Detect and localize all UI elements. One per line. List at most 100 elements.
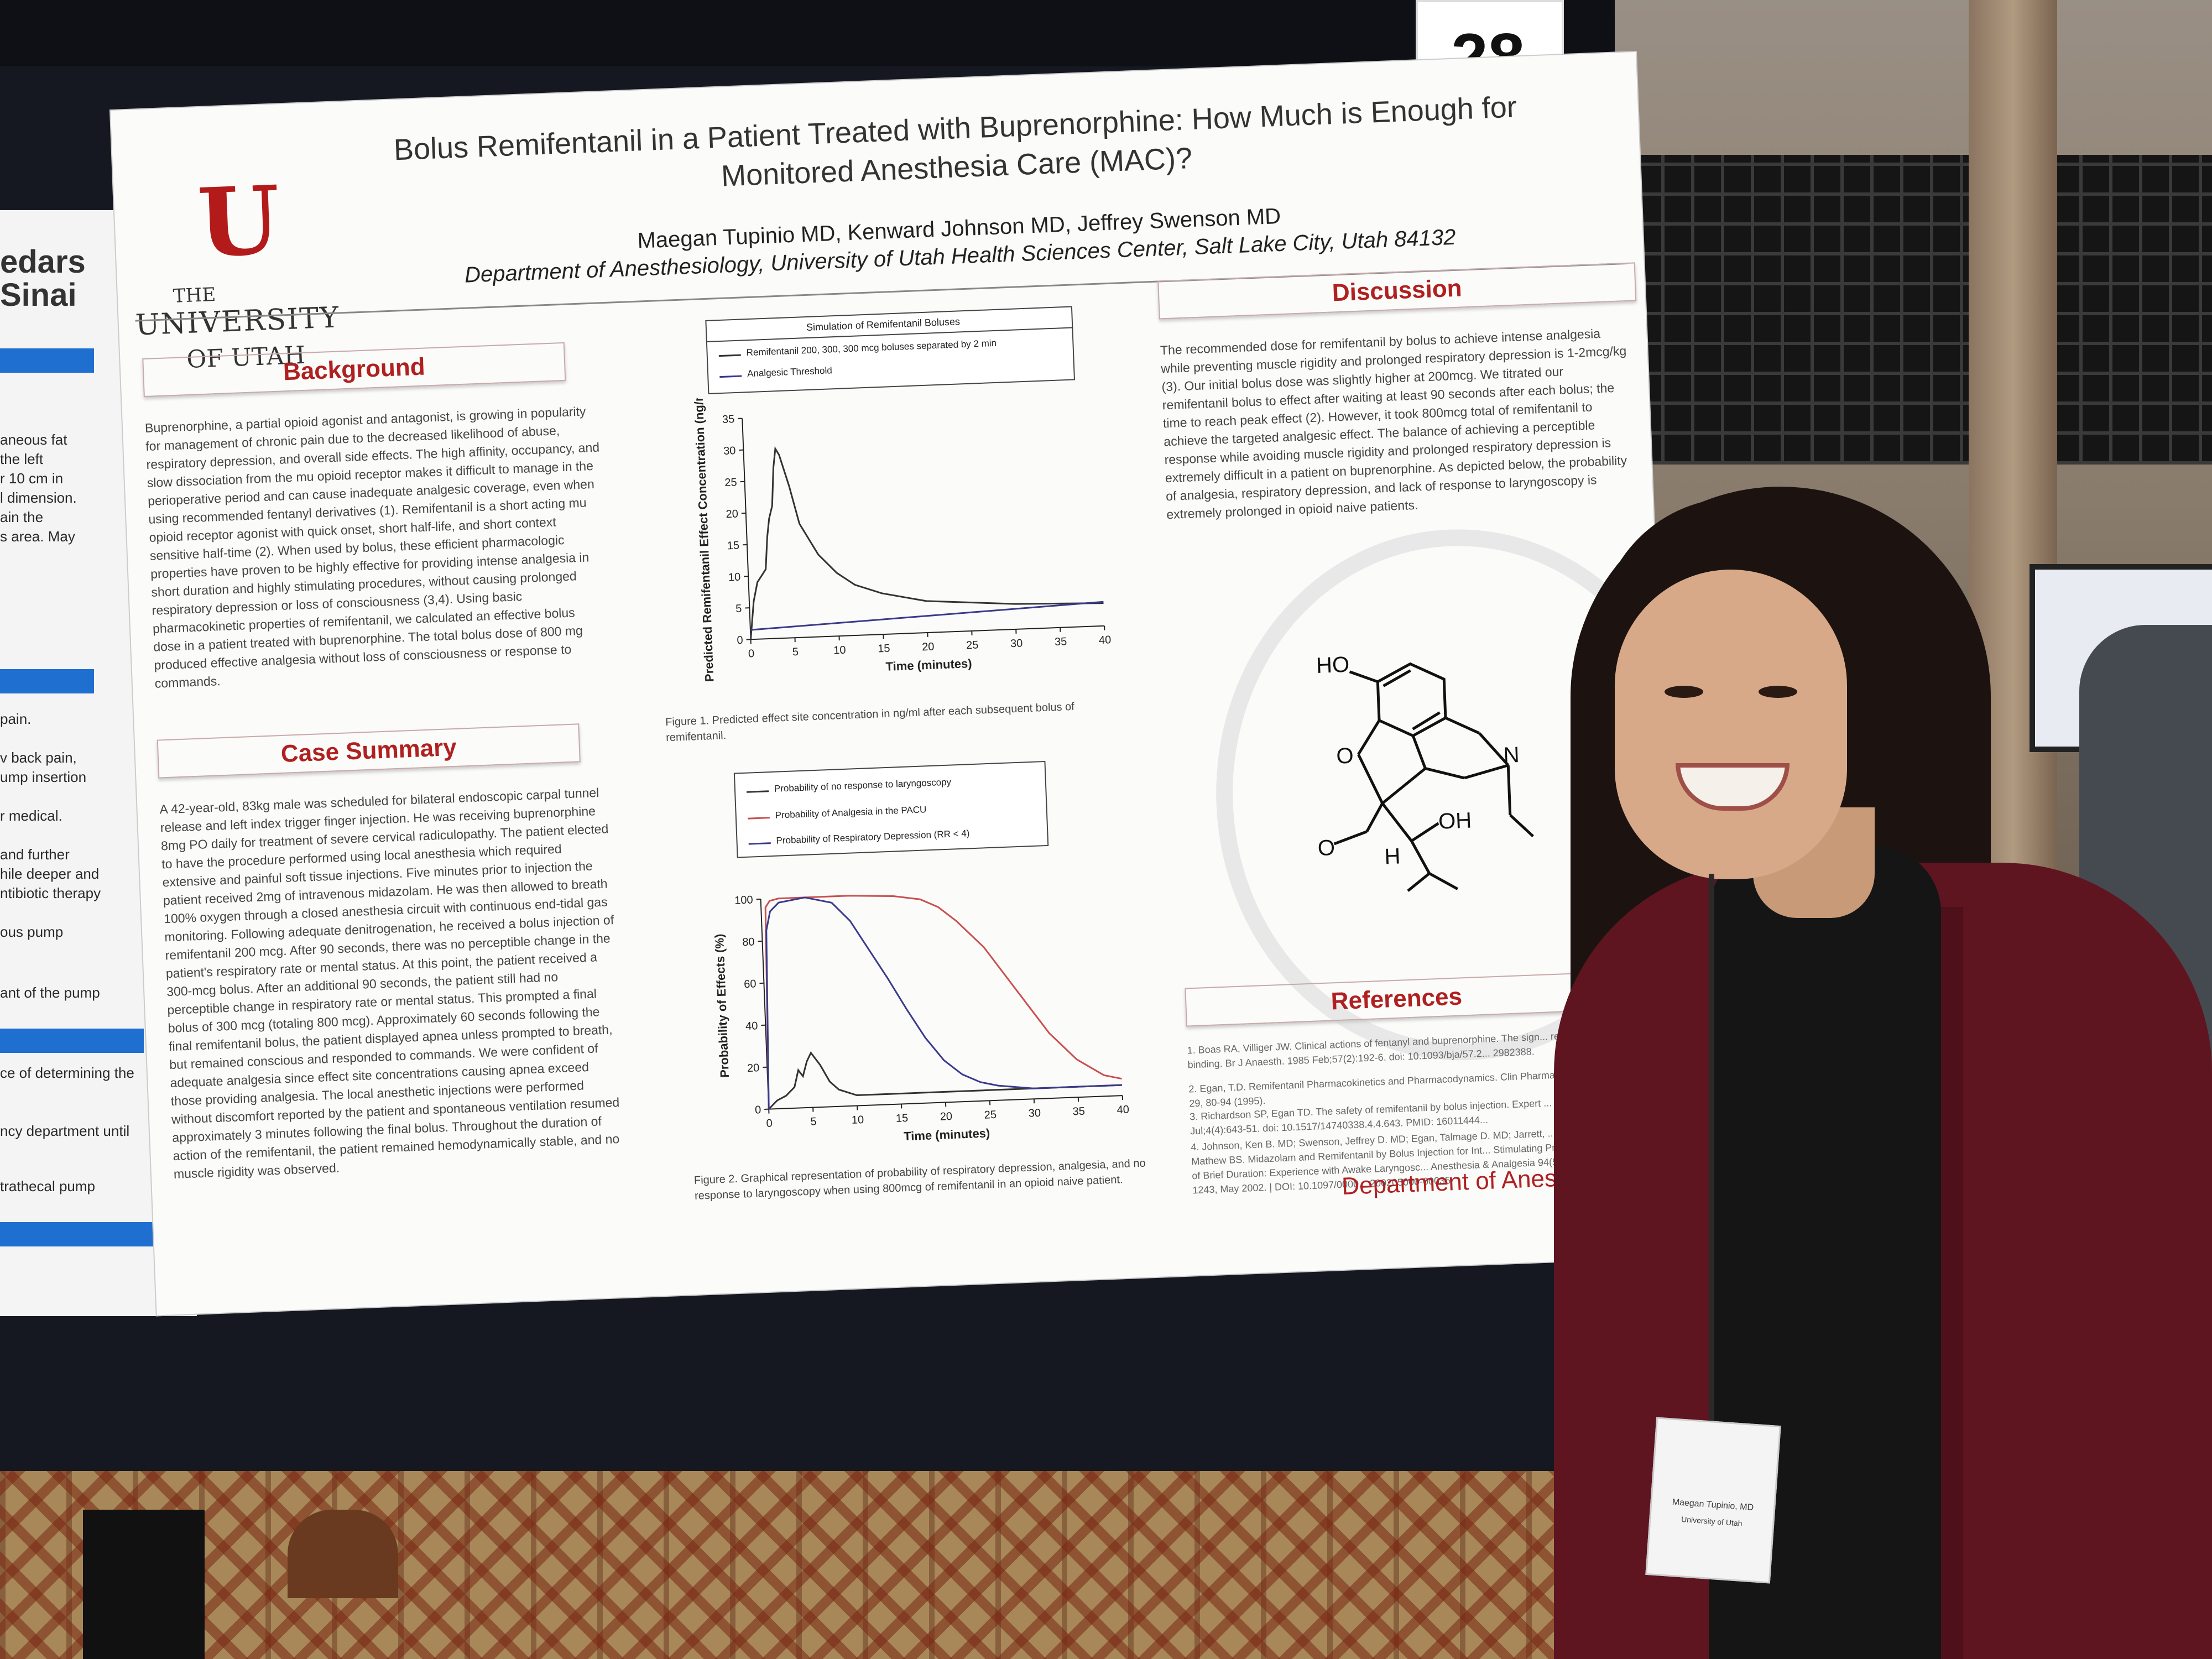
neighbor-text-line: r 10 cm in xyxy=(0,470,64,487)
presenter-eye xyxy=(1665,686,1703,698)
series-line-3 xyxy=(765,896,1123,1109)
y-axis-title: Probability of Effects (%) xyxy=(712,933,732,1078)
y-tick-label: 15 xyxy=(727,540,739,552)
neighbor-section-bar xyxy=(0,1222,177,1246)
windows-grid xyxy=(1631,155,2212,465)
y-tick-label: 30 xyxy=(723,445,736,457)
y-tick-label: 20 xyxy=(726,508,738,520)
neighbor-text-line: the left xyxy=(0,451,44,467)
x-tick-label: 0 xyxy=(748,648,755,660)
discussion-heading: Discussion xyxy=(1157,262,1637,320)
neighbor-text-line: ain the xyxy=(0,509,44,525)
name-badge: Maegan Tupinio, MD University of Utah xyxy=(1645,1417,1781,1584)
logo-the: THE xyxy=(173,283,216,307)
legend-label-respiratory: Probability of Respiratory Depression (R… xyxy=(776,828,970,846)
legend-swatch-analgesia xyxy=(747,817,770,820)
x-tick-label: 35 xyxy=(1055,635,1067,648)
background-text: Buprenorphine, a partial opioid agonist … xyxy=(144,404,600,691)
y-tick-label: 80 xyxy=(742,936,755,948)
molecule-ho-label: HO xyxy=(1316,653,1350,678)
legend-swatch-threshold xyxy=(719,375,742,378)
x-tick-label: 25 xyxy=(966,639,979,651)
y-axis-line xyxy=(742,418,752,640)
neighbor-title-line: edars xyxy=(0,244,86,280)
molecule-o-label: O xyxy=(1336,744,1354,769)
molecule-oh-label: OH xyxy=(1438,808,1472,833)
x-tick-label: 35 xyxy=(1072,1105,1085,1118)
series-line-2 xyxy=(764,895,1122,1109)
neighbor-title-line: Sinai xyxy=(0,277,77,313)
neighbor-text-line: trathecal pump xyxy=(0,1178,95,1194)
legend-label-threshold: Analgesic Threshold xyxy=(747,365,833,379)
figure1-legend: Simulation of Remifentanil Boluses Remif… xyxy=(705,306,1075,394)
series-line-1 xyxy=(750,446,1104,640)
presenter-eye xyxy=(1759,686,1797,698)
legend-label-laryngoscopy: Probability of no response to laryngosco… xyxy=(774,776,952,794)
carpet xyxy=(0,1471,1620,1659)
x-tick-label: 25 xyxy=(984,1109,997,1121)
molecule-o-label: O xyxy=(1317,836,1335,860)
neighbor-section-bar xyxy=(0,669,94,693)
neighbor-text-line: v back pain, xyxy=(0,749,77,766)
y-tick-label: 35 xyxy=(722,413,735,426)
buprenorphine-molecule-icon: HO O O N H OH xyxy=(1316,653,1534,892)
presenter-face xyxy=(1615,570,1847,879)
case-summary-heading: Case Summary xyxy=(156,723,581,779)
y-tick-label: 100 xyxy=(734,894,753,906)
x-tick-label: 5 xyxy=(810,1115,817,1128)
research-poster: U THE UNIVERSITY OF UTAH Bolus Remifenta… xyxy=(111,52,1713,1316)
figure2-chart: 0 20 40 60 80 100 0 5 10 15 20 25 30 35 40 Time (minute… xyxy=(712,894,1129,1143)
figure1-chart: 0 5 10 15 20 25 30 35 0 5 10 15 20 25 30 35 40 Time (minu… xyxy=(691,382,1112,682)
neighbor-text-line: pain. xyxy=(0,711,32,727)
y-tick-label: 10 xyxy=(728,571,741,584)
neighbor-text-line: ce of determining the xyxy=(0,1065,134,1081)
x-tick-label: 10 xyxy=(852,1114,864,1126)
molecule-n-label: N xyxy=(1503,743,1520,768)
neighbor-text-line: ous pump xyxy=(0,924,64,940)
legend-label-analgesia: Probability of Analgesia in the PACU xyxy=(775,804,927,821)
x-tick-label: 40 xyxy=(1117,1104,1129,1117)
legend-swatch-laryngoscopy xyxy=(747,790,769,793)
x-tick-label: 20 xyxy=(940,1110,952,1123)
series-line-2 xyxy=(750,601,1104,631)
y-tick-label: 0 xyxy=(755,1104,761,1116)
y-axis-title: Predicted Remifentanil Effect Concentrat… xyxy=(691,382,716,682)
neighbor-text-line: hile deeper and xyxy=(0,865,100,882)
figure1-title: Simulation of Remifentanil Boluses xyxy=(806,316,961,333)
x-tick-label: 15 xyxy=(878,643,890,655)
figure2-legend: Probability of no response to laryngosco… xyxy=(733,760,1049,858)
x-tick-label: 15 xyxy=(895,1112,908,1125)
logo-university: UNIVERSITY xyxy=(134,301,341,342)
passerby-shoe xyxy=(288,1510,398,1598)
passerby-legs xyxy=(83,1510,205,1659)
x-axis-line xyxy=(750,625,1105,640)
neighbor-text-line: aneous fat xyxy=(0,431,67,448)
badge-name: Maegan Tupinio, MD xyxy=(1672,1497,1754,1513)
neighbor-section-bar xyxy=(0,1029,144,1053)
x-tick-label: 30 xyxy=(1028,1107,1041,1120)
poster-board-top-rail xyxy=(0,0,1615,66)
university-logo-u: U xyxy=(196,165,282,279)
neighbor-text-line: and further xyxy=(0,846,70,863)
series-line-1 xyxy=(768,1051,1123,1110)
x-axis-title: Time (minutes) xyxy=(904,1126,990,1143)
legend-swatch-remifentanil xyxy=(718,354,741,357)
y-tick-label: 40 xyxy=(745,1020,758,1032)
y-tick-label: 0 xyxy=(737,634,743,646)
x-tick-label: 40 xyxy=(1099,634,1112,646)
neighbor-text-line: ntibiotic therapy xyxy=(0,885,101,901)
lanyard xyxy=(1709,874,1714,1427)
y-tick-label: 5 xyxy=(735,603,742,615)
neighbor-text-line: ncy department until xyxy=(0,1123,130,1139)
discussion-text: The recommended dose for remifentanil by… xyxy=(1160,326,1627,522)
neighbor-text-line: s area. May xyxy=(0,528,75,545)
neighbor-text-line: l dimension. xyxy=(0,489,77,506)
neighbor-text-line: r medical. xyxy=(0,807,62,824)
badge-organization: University of Utah xyxy=(1681,1515,1743,1528)
case-summary-text: A 42-year-old, 83kg male was scheduled f… xyxy=(159,785,620,1182)
x-axis-title: Time (minutes) xyxy=(885,656,972,674)
neighbor-text-line: ump insertion xyxy=(0,769,87,785)
neighbor-section-bar xyxy=(0,348,94,373)
x-tick-label: 5 xyxy=(792,646,799,658)
x-tick-label: 20 xyxy=(922,641,935,654)
